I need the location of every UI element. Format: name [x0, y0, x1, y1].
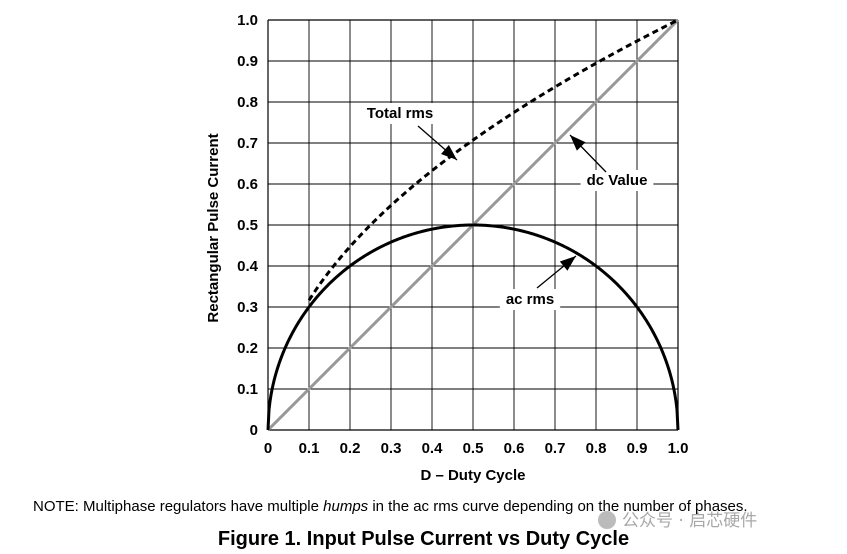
- series-layer: [266, 18, 680, 432]
- annotation-dc-value-label-bg: [580, 170, 654, 191]
- series-ac-rms: [266, 223, 680, 431]
- x-tick-label: 0.2: [340, 440, 361, 457]
- annotation-total-rms-label: Total rms: [367, 105, 433, 122]
- x-tick-label: 0: [264, 440, 272, 457]
- annotation-ac-rms-arrowhead: [559, 256, 576, 271]
- y-tick-label: 0.8: [237, 94, 258, 111]
- watermark-text: 公众号 · 启芯硬件: [622, 511, 758, 531]
- annotation-total-rms-label-bg: [360, 103, 440, 124]
- figure-caption: Figure 1. Input Pulse Current vs Duty Cy…: [217, 528, 630, 550]
- y-tick-label: 0.2: [237, 340, 258, 357]
- tick-labels: 0 0.1 0.2 0.3 0.4 0.5 0.6 0.7 0.8 0.9 1.0 0 0.1 0.2 0.…: [237, 12, 688, 457]
- note-prefix: NOTE: Multiphase regulators have multipl…: [33, 498, 324, 515]
- grid: [267, 19, 679, 431]
- x-tick-label: 0.9: [627, 440, 648, 457]
- y-tick-label: 0.7: [237, 135, 258, 152]
- watermark-logo-icon: [598, 511, 616, 529]
- annotation-dc-value-arrowhead: [570, 135, 586, 151]
- annotations: Total rms dc Value ac rms: [360, 103, 654, 310]
- annotation-ac-rms-label: ac rms: [506, 291, 554, 308]
- series-total-rms: [307, 18, 679, 302]
- x-tick-label: 0.1: [299, 440, 320, 457]
- watermark: 公众号 · 启芯硬件: [598, 506, 757, 531]
- y-tick-label: 1.0: [237, 12, 258, 29]
- x-tick-label: 0.5: [463, 440, 484, 457]
- annotation-total-rms-arrowhead: [440, 144, 457, 160]
- x-tick-label: 0.8: [586, 440, 607, 457]
- annotation-dc-value-label: dc Value: [587, 172, 648, 189]
- note-text: NOTE: Multiphase regulators have multipl…: [33, 498, 748, 515]
- y-tick-label: 0.3: [237, 299, 258, 316]
- x-tick-label: 0.3: [381, 440, 402, 457]
- y-tick-label: 0.9: [237, 53, 258, 70]
- x-tick-label: 0.7: [545, 440, 566, 457]
- x-tick-label: 0.6: [504, 440, 525, 457]
- y-tick-label: 0.1: [237, 381, 258, 398]
- y-tick-label: 0.5: [237, 217, 258, 234]
- annotation-ac-rms-label-bg: [499, 289, 561, 310]
- y-tick-label: 0: [250, 422, 258, 439]
- x-tick-label: 1.0: [668, 440, 689, 457]
- y-tick-label: 0.4: [237, 258, 259, 275]
- y-tick-label: 0.6: [237, 176, 258, 193]
- x-tick-label: 0.4: [422, 440, 444, 457]
- note-suffix: in the ac rms curve depending on the num…: [368, 498, 748, 515]
- x-axis-title: D – Duty Cycle: [420, 467, 525, 484]
- chart: 0 0.1 0.2 0.3 0.4 0.5 0.6 0.7 0.8 0.9 1.0 0 0.1 0.2 0.…: [205, 12, 688, 484]
- note-emphasis: humps: [323, 498, 369, 515]
- y-axis-title: Rectangular Pulse Current: [205, 133, 222, 322]
